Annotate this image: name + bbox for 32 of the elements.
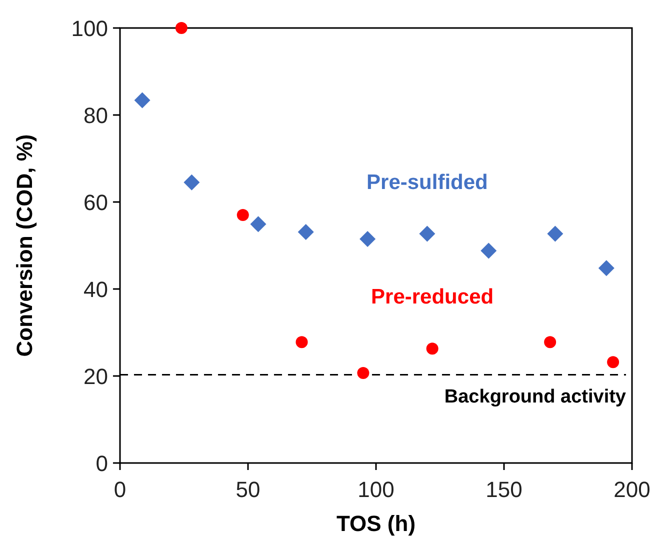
y-tick-label: 80 bbox=[84, 103, 108, 128]
point bbox=[598, 260, 614, 276]
point bbox=[298, 224, 314, 240]
series-label: Pre-sulfided bbox=[366, 170, 488, 194]
point bbox=[360, 230, 376, 247]
y-tick-label: 20 bbox=[84, 364, 108, 389]
point bbox=[236, 209, 249, 222]
point bbox=[426, 342, 438, 355]
text: Pre-reduced bbox=[371, 286, 494, 309]
y-tick-label: 100 bbox=[71, 16, 108, 41]
x-axis-title: TOS (h) bbox=[336, 511, 416, 536]
point bbox=[544, 336, 556, 348]
point bbox=[547, 226, 564, 242]
y-tick-label: 0 bbox=[96, 451, 108, 476]
point bbox=[419, 226, 436, 242]
x-tick-label: 150 bbox=[486, 477, 522, 502]
y-tick-label: 40 bbox=[84, 277, 108, 302]
x-tick-label: 100 bbox=[358, 477, 394, 502]
point bbox=[357, 366, 370, 379]
point bbox=[296, 336, 308, 348]
point bbox=[134, 92, 150, 108]
ref-line-label: Background activity bbox=[444, 386, 626, 408]
x-tick-label: 200 bbox=[614, 477, 650, 502]
point bbox=[250, 216, 266, 232]
x-tick-label: 50 bbox=[236, 477, 260, 502]
point bbox=[607, 356, 620, 368]
y-axis-title: Conversion (COD, %) bbox=[12, 134, 37, 357]
point bbox=[480, 242, 497, 259]
point bbox=[175, 22, 188, 34]
y-tick-label: 60 bbox=[84, 190, 108, 215]
point bbox=[184, 174, 200, 190]
x-tick-label: 0 bbox=[114, 477, 126, 502]
